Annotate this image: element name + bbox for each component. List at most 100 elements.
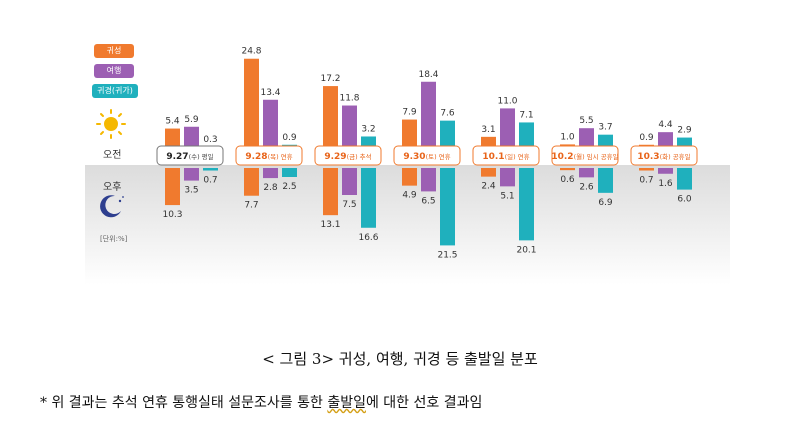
unit-label: [단위:%] — [100, 235, 128, 243]
value-label-pm-s1-c4: 5.1 — [500, 191, 514, 201]
category-date-c5: 10.2 — [551, 152, 573, 162]
value-label-pm-s0-c5: 0.6 — [560, 175, 575, 185]
moon-icon — [100, 195, 124, 218]
category-label-c2: 9.29(금) 추석 — [324, 152, 371, 162]
value-label-pm-s0-c4: 2.4 — [481, 182, 496, 192]
am-label: 오전 — [103, 150, 122, 161]
chart: 5.4 10.3 5.9 3.5 0.3 0.7 24.8 7.7 13.4 2.8 0.9 2.5 1… — [85, 47, 730, 285]
sun-icon — [96, 109, 126, 139]
value-label-pm-s2-c2: 16.6 — [358, 233, 378, 243]
bar-am-s2-c4 — [519, 122, 534, 148]
value-label-am-s2-c5: 3.7 — [598, 123, 612, 133]
bar-am-s1-c6 — [658, 132, 673, 148]
bar-pm-s2-c0 — [203, 168, 218, 171]
bar-am-s0-c4 — [481, 136, 496, 148]
category-box-c4 — [472, 145, 540, 166]
bar-pm-s1-c4 — [500, 168, 515, 187]
bar-am-s2-c5 — [598, 134, 613, 148]
value-label-am-s0-c3: 7.9 — [402, 108, 417, 118]
bar-pm-s0-c1 — [244, 168, 259, 196]
category-day-c2: (금) 추석 — [347, 152, 372, 161]
bar-am-s1-c3 — [421, 81, 436, 148]
value-label-pm-s0-c1: 7.7 — [244, 201, 258, 211]
category-date-c6: 10.3 — [637, 152, 659, 162]
value-label-pm-s2-c5: 6.9 — [598, 198, 613, 208]
value-label-pm-s1-c6: 1.6 — [658, 179, 673, 189]
category-date-c3: 9.30 — [403, 152, 425, 162]
value-label-pm-s1-c1: 2.8 — [263, 183, 278, 193]
category-label-c6: 10.3(화) 공휴일 — [637, 152, 690, 162]
value-label-am-s2-c3: 7.6 — [440, 109, 455, 119]
legend-item-guisung: 귀성 — [94, 44, 134, 58]
category-label-c4: 10.1(일) 연휴 — [482, 152, 529, 162]
value-label-am-s1-c2: 11.8 — [339, 94, 359, 104]
category-day-c4: (일) 연휴 — [505, 152, 530, 161]
value-label-am-s1-c1: 13.4 — [260, 88, 280, 98]
bar-am-s0-c3 — [402, 119, 417, 148]
figure-caption: < 그림 3> 귀성, 여행, 귀경 등 출발일 분포 — [262, 350, 538, 368]
value-label-pm-s1-c0: 3.5 — [184, 186, 198, 196]
bar-am-s1-c1 — [263, 99, 278, 148]
bar-pm-s1-c2 — [342, 168, 357, 195]
note-suffix: 에 대한 선호 결과임 — [365, 395, 483, 411]
category-box-c5 — [551, 145, 619, 166]
value-label-am-s0-c6: 0.9 — [639, 133, 654, 143]
value-label-pm-s1-c2: 7.5 — [342, 200, 356, 210]
bar-pm-s2-c4 — [519, 168, 534, 241]
bar-am-s0-c2 — [323, 86, 338, 148]
value-label-am-s0-c0: 5.4 — [165, 117, 180, 127]
value-label-am-s1-c4: 11.0 — [497, 96, 517, 106]
category-day-c1: (목) 연휴 — [268, 153, 293, 161]
bar-am-s0-c1 — [244, 58, 259, 148]
value-label-pm-s0-c6: 0.7 — [639, 176, 653, 186]
value-label-pm-s2-c1: 2.5 — [282, 182, 296, 192]
value-labels-layer: 5.4 10.3 5.9 3.5 0.3 0.7 24.8 7.7 13.4 2.8 0.9 2.5 1… — [162, 47, 691, 261]
category-label-c0: 9.27(수) 평일 — [166, 152, 213, 162]
bar-pm-s2-c5 — [598, 168, 613, 193]
value-label-pm-s0-c0: 10.3 — [162, 210, 182, 220]
value-label-am-s0-c5: 1.0 — [560, 132, 575, 142]
bar-pm-s1-c3 — [421, 168, 436, 192]
category-day-c6: (화) 공휴일 — [660, 152, 691, 161]
bar-pm-s1-c5 — [579, 168, 594, 178]
value-label-am-s2-c0: 0.3 — [203, 135, 217, 145]
bar-pm-s2-c2 — [361, 168, 376, 228]
bar-am-s1-c0 — [184, 126, 199, 148]
bar-am-s1-c2 — [342, 105, 357, 148]
value-label-pm-s1-c3: 6.5 — [421, 196, 435, 206]
bar-pm-s2-c6 — [677, 168, 692, 190]
value-label-pm-s0-c2: 13.1 — [320, 220, 340, 230]
bar-am-s1-c5 — [579, 128, 594, 148]
pm-label: 오후 — [103, 182, 122, 193]
value-label-am-s0-c4: 3.1 — [481, 125, 495, 135]
value-label-pm-s2-c4: 20.1 — [516, 245, 536, 255]
bar-pm-s1-c6 — [658, 168, 673, 174]
category-box-c3 — [393, 145, 461, 166]
bars-layer — [165, 58, 692, 246]
bar-am-s0-c0 — [165, 128, 180, 148]
value-label-am-s2-c1: 0.9 — [282, 133, 297, 143]
value-label-am-s1-c6: 4.4 — [658, 120, 673, 130]
legend-item-return: 귀경(귀가) — [92, 84, 138, 98]
value-label-am-s1-c3: 18.4 — [418, 70, 438, 80]
bar-pm-s0-c3 — [402, 168, 417, 186]
note-underlined: 출발일 — [327, 395, 366, 411]
value-label-pm-s0-c3: 4.9 — [402, 191, 417, 201]
bar-pm-s1-c1 — [263, 168, 278, 179]
value-label-am-s1-c0: 5.9 — [184, 115, 199, 125]
category-label-c3: 9.30(토) 연휴 — [403, 152, 450, 162]
value-label-pm-s1-c5: 2.6 — [579, 182, 594, 192]
category-date-c0: 9.27 — [166, 152, 188, 162]
bar-pm-s2-c1 — [282, 168, 297, 177]
category-date-c2: 9.29 — [324, 152, 346, 162]
bar-pm-s0-c6 — [639, 168, 654, 171]
value-label-am-s0-c1: 24.8 — [241, 47, 261, 57]
note-prefix: * 위 결과는 추석 연휴 통행실태 설문조사를 통한 — [40, 395, 328, 411]
bar-pm-s0-c5 — [560, 168, 575, 171]
category-day-c0: (수) 평일 — [189, 152, 214, 161]
category-labels-layer: 9.27(수) 평일 9.28(목) 연휴 9.29(금) 추석 9.30(토) 연휴… — [156, 145, 698, 166]
category-box-c2 — [314, 145, 382, 166]
category-label-c1: 9.28(목) 연휴 — [245, 152, 292, 162]
bar-am-s1-c4 — [500, 108, 515, 148]
bar-pm-s0-c4 — [481, 168, 496, 177]
